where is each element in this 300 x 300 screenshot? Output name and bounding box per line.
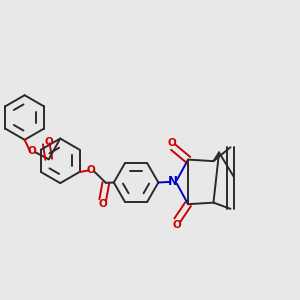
- Text: O: O: [28, 146, 37, 156]
- Text: O: O: [98, 199, 107, 208]
- Text: O: O: [44, 136, 53, 147]
- Text: O: O: [87, 165, 95, 175]
- Text: O: O: [168, 138, 177, 148]
- Text: N: N: [168, 176, 178, 188]
- Text: O: O: [172, 220, 181, 230]
